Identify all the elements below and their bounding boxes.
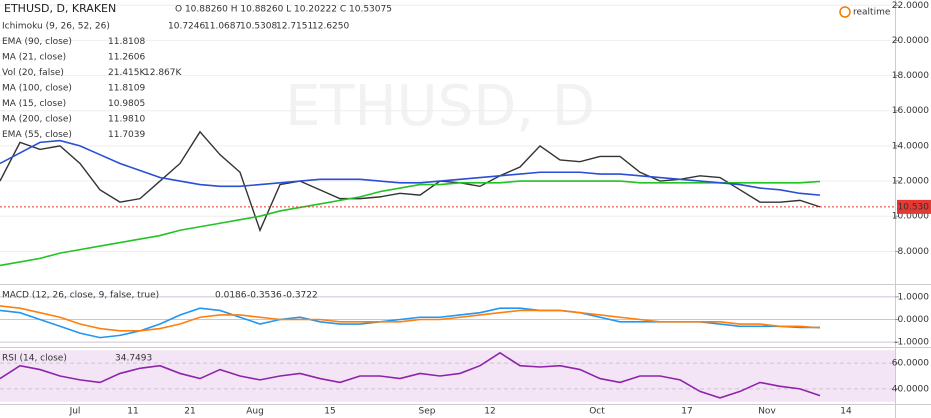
symbol-title: ETHUSD, D, KRAKEN (4, 2, 116, 15)
y-tick-label: 14.0000 (892, 141, 929, 151)
indicator-name: Vol (20, false) (2, 68, 64, 78)
x-tick-label: Oct (589, 407, 605, 417)
indicator-value: 11.2606 (108, 53, 145, 63)
x-tick-label: Sep (419, 407, 436, 417)
x-tick-label: 12 (484, 407, 495, 417)
last-price-tag (897, 199, 931, 214)
series-line (0, 305, 821, 332)
y-tick-label: 22.0000 (892, 1, 929, 11)
indicator-name: MA (21, close) (2, 53, 66, 63)
indicator-value: 11.9810 (108, 115, 145, 125)
indicator-name: EMA (55, close) (2, 130, 72, 140)
indicator-value: 10.7246 (168, 22, 205, 32)
indicator-value: 0.0186 (215, 291, 247, 301)
series-line (0, 180, 821, 267)
x-tick-label: 15 (324, 407, 335, 417)
indicator-name: MA (15, close) (2, 99, 66, 109)
indicator-name: Ichimoku (9, 26, 52, 26) (2, 22, 110, 32)
watermark: ETHUSD, D (285, 74, 595, 139)
indicator-value: 34.7493 (115, 354, 152, 364)
rsi-band (0, 350, 895, 402)
y-tick-label: 40.0000 (892, 384, 929, 394)
series-line (0, 139, 821, 196)
x-tick-label: 17 (681, 407, 692, 417)
x-tick-label: Aug (246, 407, 264, 417)
pane-title: RSI (14, close) (2, 354, 67, 364)
x-tick-label: Jul (69, 407, 81, 417)
indicator-value: 21.415K (108, 68, 146, 78)
y-tick-label: 60.0000 (892, 359, 929, 369)
last-price-label: 10.530 (898, 202, 930, 212)
indicator-value: 12.7151 (276, 22, 313, 32)
indicator-value: 11.8108 (108, 37, 145, 47)
series-line (0, 351, 821, 399)
y-tick-label: 12.0000 (892, 177, 929, 187)
realtime-label[interactable]: realtime (853, 8, 891, 18)
y-tick-label: 18.0000 (892, 71, 929, 81)
indicator-name: MA (200, close) (2, 115, 72, 125)
series-line (0, 130, 821, 233)
y-tick-label: 10.0000 (892, 212, 929, 222)
indicator-name: EMA (90, close) (2, 37, 72, 47)
realtime-icon[interactable] (839, 6, 851, 18)
indicator-value: 11.8109 (108, 84, 145, 94)
indicator-value: 12.6250 (312, 22, 349, 32)
x-tick-label: Nov (758, 407, 776, 417)
indicator-value: 11.7039 (108, 130, 145, 140)
y-tick-label: 0.0000 (898, 315, 930, 325)
y-tick-label: 8.0000 (898, 247, 930, 257)
indicator-value: 10.5308 (240, 22, 277, 32)
y-tick-label: 16.0000 (892, 106, 929, 116)
x-tick-label: 21 (184, 407, 195, 417)
indicator-value: 10.9805 (108, 99, 145, 109)
ohlc-readout: O 10.88260 H 10.88260 L 10.20222 C 10.53… (175, 5, 392, 15)
x-tick-label: 14 (840, 407, 852, 417)
y-tick-label: 1.0000 (898, 292, 930, 302)
x-tick-label: 11 (127, 407, 138, 417)
pane-title: MACD (12, 26, close, 9, false, true) (2, 291, 159, 301)
indicator-value: -0.3722 (283, 291, 318, 301)
indicator-value: 12.867K (144, 68, 182, 78)
indicator-value: -0.3536 (247, 291, 282, 301)
y-tick-label: 20.0000 (892, 36, 929, 46)
indicator-name: MA (100, close) (2, 84, 72, 94)
y-tick-label: -1.0000 (894, 338, 929, 348)
indicator-value: 11.0687 (204, 22, 241, 32)
